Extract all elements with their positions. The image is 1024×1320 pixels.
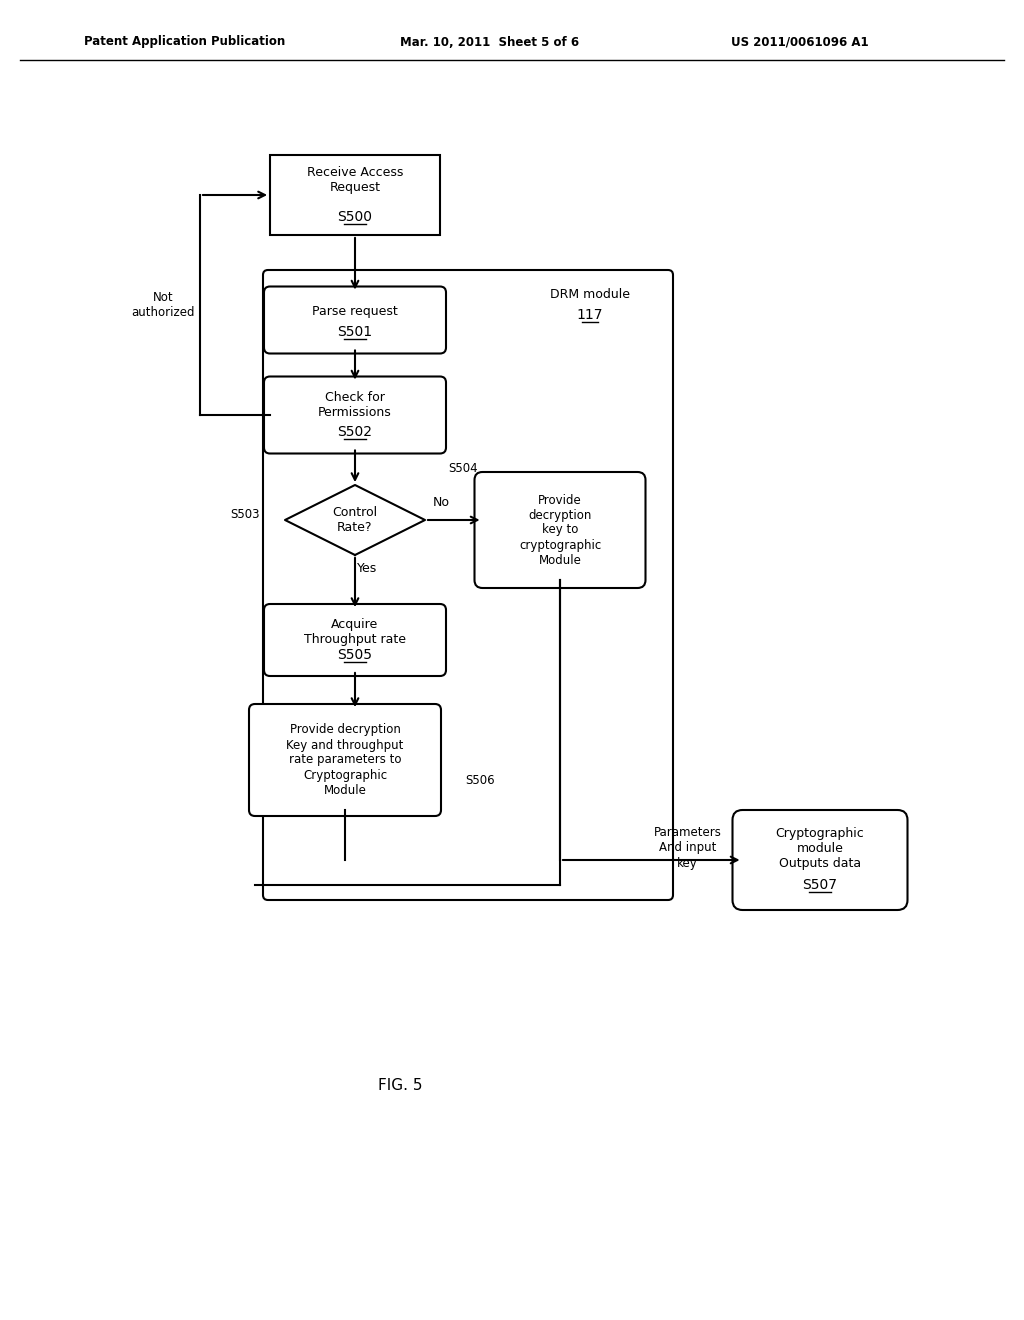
Text: 117: 117	[577, 308, 603, 322]
Text: DRM module: DRM module	[550, 289, 630, 301]
Text: S507: S507	[803, 878, 838, 892]
FancyBboxPatch shape	[264, 376, 446, 454]
FancyBboxPatch shape	[264, 605, 446, 676]
Text: S505: S505	[338, 648, 373, 663]
FancyBboxPatch shape	[264, 286, 446, 354]
FancyBboxPatch shape	[732, 810, 907, 909]
Text: Parameters
And input
key: Parameters And input key	[653, 826, 722, 870]
Text: S506: S506	[465, 774, 495, 787]
Text: Provide
decryption
key to
cryptographic
Module: Provide decryption key to cryptographic …	[519, 494, 601, 566]
Text: S503: S503	[230, 508, 260, 521]
Text: Cryptographic
module
Outputs data: Cryptographic module Outputs data	[775, 826, 864, 870]
Text: Parse request: Parse request	[312, 305, 398, 318]
Text: Control
Rate?: Control Rate?	[333, 506, 378, 535]
Text: US 2011/0061096 A1: US 2011/0061096 A1	[731, 36, 868, 49]
Text: Check for
Permissions: Check for Permissions	[318, 391, 392, 418]
Text: Provide decryption
Key and throughput
rate parameters to
Cryptographic
Module: Provide decryption Key and throughput ra…	[287, 723, 403, 796]
Text: FIG. 5: FIG. 5	[378, 1077, 422, 1093]
Text: No: No	[433, 495, 450, 508]
FancyBboxPatch shape	[249, 704, 441, 816]
FancyBboxPatch shape	[474, 473, 645, 587]
Bar	[270, 154, 440, 235]
Text: S504: S504	[447, 462, 477, 474]
Text: S502: S502	[338, 425, 373, 440]
Text: Not
authorized: Not authorized	[131, 290, 195, 319]
Text: Mar. 10, 2011  Sheet 5 of 6: Mar. 10, 2011 Sheet 5 of 6	[400, 36, 580, 49]
Text: Acquire
Throughput rate: Acquire Throughput rate	[304, 618, 406, 645]
Text: S500: S500	[338, 210, 373, 224]
Text: Receive Access
Request: Receive Access Request	[307, 166, 403, 194]
Text: Yes: Yes	[357, 562, 377, 576]
Text: S501: S501	[338, 325, 373, 339]
Polygon shape	[285, 484, 425, 554]
Text: Patent Application Publication: Patent Application Publication	[84, 36, 286, 49]
